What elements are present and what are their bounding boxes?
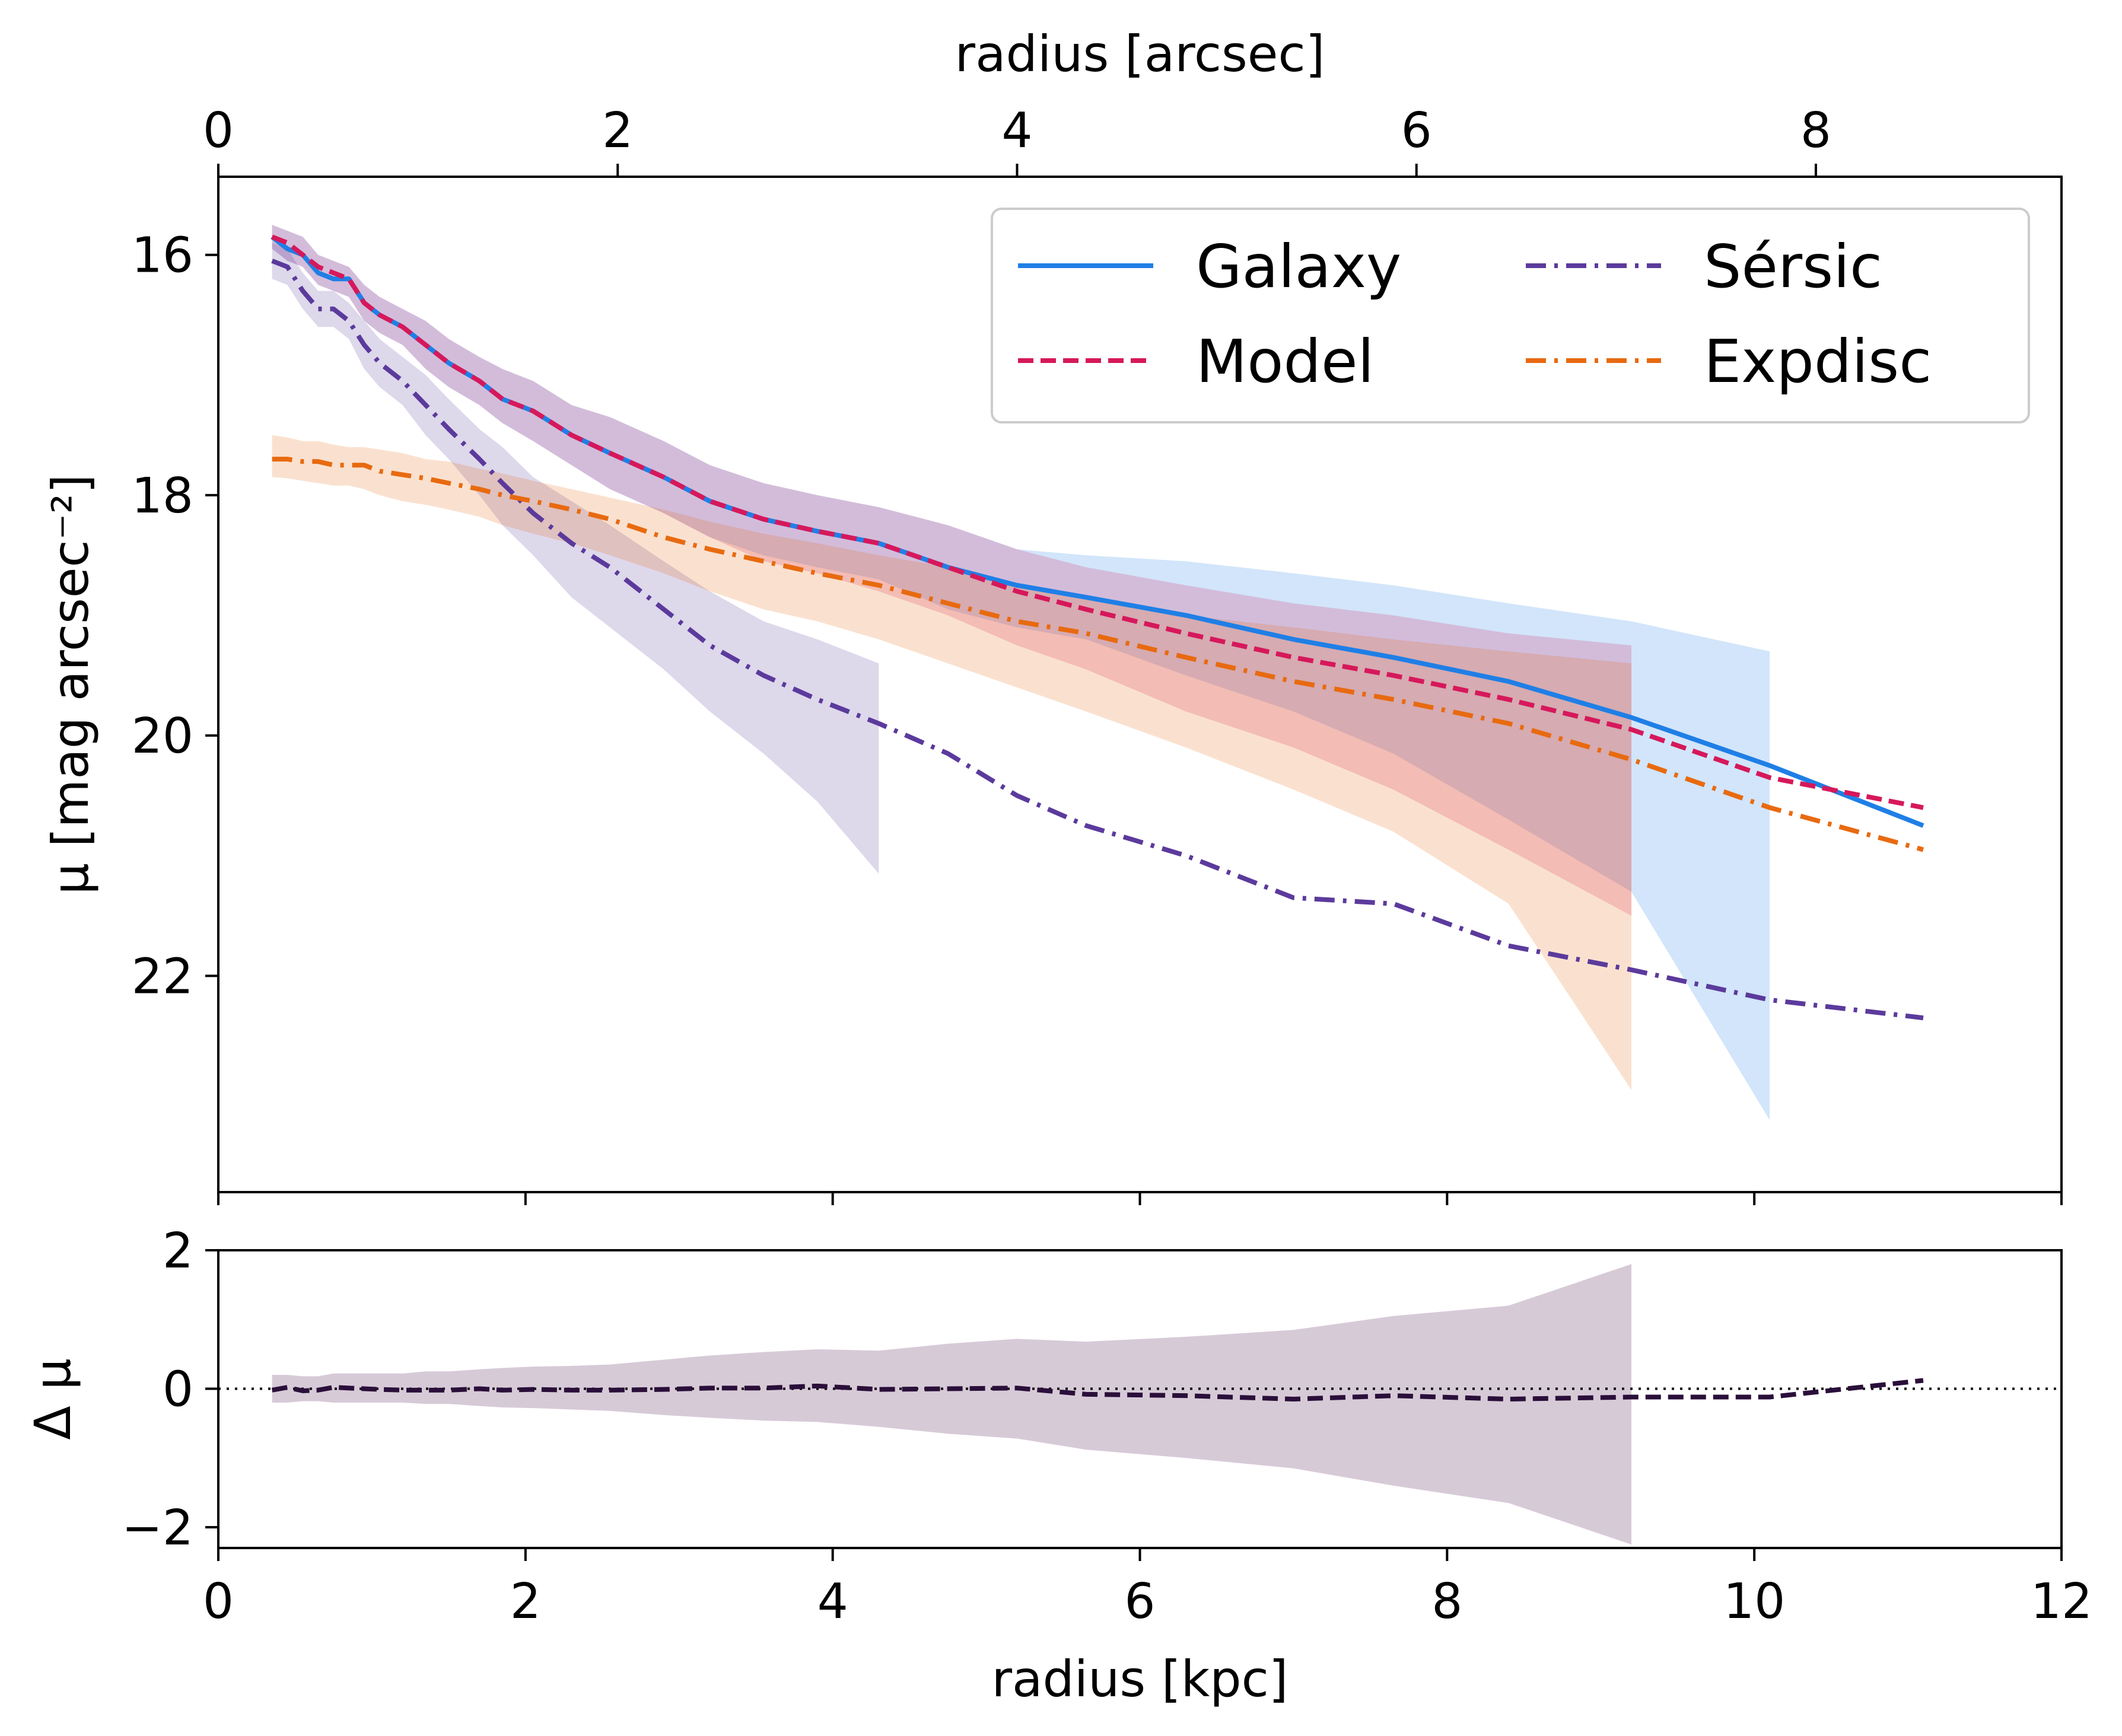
- main-y-tick-label: 22: [132, 948, 193, 1005]
- residual-x-tick-label: 2: [510, 1573, 541, 1630]
- residual-x-tick-label: 6: [1124, 1573, 1155, 1630]
- residual-y-tick-label: 2: [163, 1223, 193, 1279]
- top-x-tick-label: 4: [1001, 103, 1032, 159]
- x-axis-label: radius [kpc]: [991, 1650, 1288, 1708]
- main-y-tick-label: 16: [132, 228, 193, 284]
- band-galaxy: [272, 225, 1770, 1120]
- main-y-tick-label: 18: [132, 468, 193, 524]
- legend-label-model: Model: [1196, 327, 1374, 396]
- residual-x-tick-label: 4: [817, 1573, 848, 1630]
- residual-y-axis-label: Δ μ: [24, 1358, 82, 1440]
- band-residual: [272, 1264, 1632, 1545]
- top-x-tick-label: 6: [1401, 103, 1432, 159]
- band-expdisc: [272, 435, 1632, 1090]
- top-x-tick-label: 2: [602, 103, 633, 159]
- data-lines: [218, 234, 2061, 1402]
- top-x-tick-label: 0: [203, 103, 234, 159]
- line-se-rsic: [271, 259, 1924, 1021]
- axes: [205, 164, 2063, 1561]
- residual-x-tick-label: 0: [203, 1573, 234, 1630]
- top-x-axis-label: radius [arcsec]: [955, 25, 1325, 83]
- residual-y-tick-label: 0: [163, 1361, 193, 1418]
- line-residual: [271, 1378, 1924, 1402]
- legend-label-expdisc: Expdisc: [1704, 327, 1932, 396]
- residual-x-tick-label: 12: [2031, 1573, 2092, 1630]
- residual-y-tick-label: −2: [122, 1500, 193, 1556]
- top-x-tick-label: 8: [1800, 103, 1831, 159]
- legend-box: [991, 208, 2030, 423]
- legend: Galaxy Model Sérsic Expdisc: [991, 208, 2030, 423]
- legend-label-galaxy: Galaxy: [1196, 232, 1401, 301]
- main-y-axis-label: μ [mag arcsec⁻²]: [42, 474, 100, 895]
- main-y-tick-label: 20: [132, 708, 193, 765]
- residual-x-tick-label: 10: [1723, 1573, 1785, 1630]
- line-model: [271, 234, 1924, 810]
- legend-label-se-rsic: Sérsic: [1704, 232, 1882, 301]
- residual-x-tick-label: 8: [1431, 1573, 1462, 1630]
